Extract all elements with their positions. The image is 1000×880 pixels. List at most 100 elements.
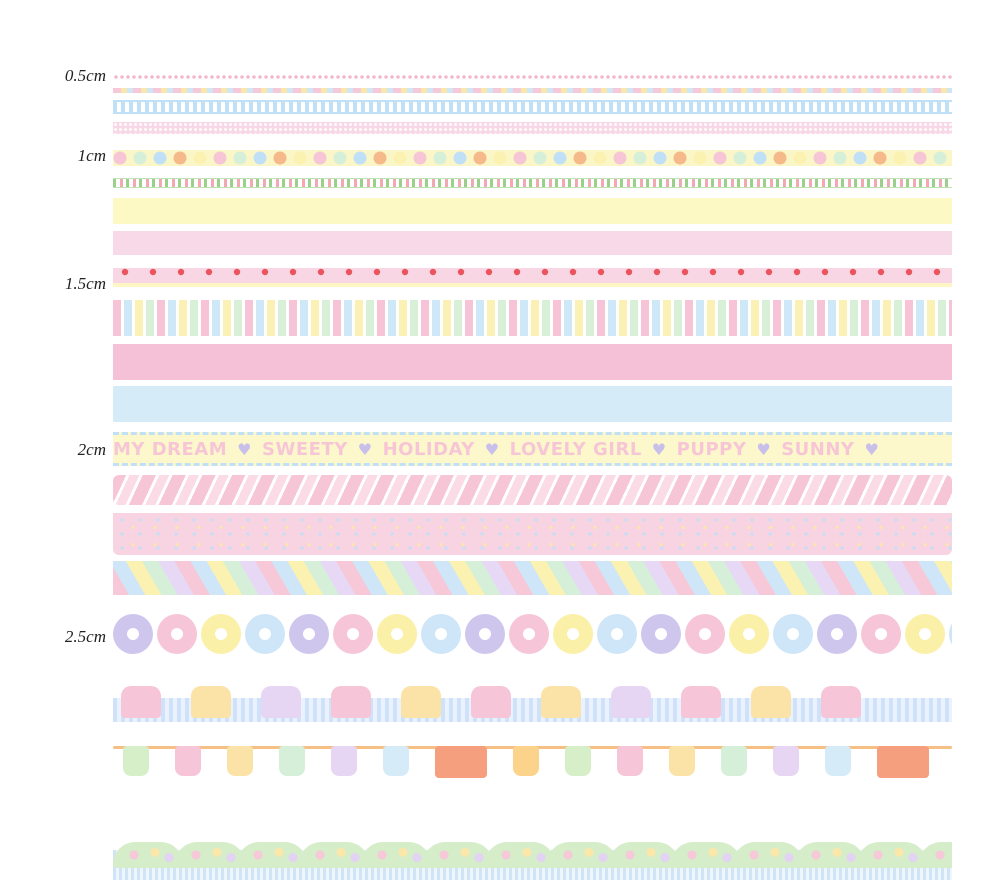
circle-dot bbox=[413, 151, 427, 165]
circle-dot bbox=[633, 151, 647, 165]
circle-dot bbox=[733, 151, 747, 165]
circle-dot bbox=[153, 151, 167, 165]
cherries-pattern bbox=[121, 268, 941, 276]
clothing-icon bbox=[383, 746, 409, 776]
tape-solid-pink bbox=[113, 231, 952, 255]
cake-icon bbox=[611, 686, 651, 718]
cherry-icon bbox=[401, 268, 409, 276]
cherry-icon bbox=[345, 268, 353, 276]
cake-icon bbox=[401, 686, 441, 718]
circle-dot bbox=[693, 151, 707, 165]
cherry-icon bbox=[569, 268, 577, 276]
tape-blue-fence bbox=[113, 100, 952, 114]
circle-dot bbox=[673, 151, 687, 165]
heart-icon: ♥ bbox=[357, 439, 373, 459]
circle-dot bbox=[753, 151, 767, 165]
cherry-icon bbox=[653, 268, 661, 276]
flower-bush-icon bbox=[919, 842, 952, 868]
flower-icon bbox=[157, 614, 197, 654]
flower-icon bbox=[509, 614, 549, 654]
clothing-icon bbox=[565, 746, 591, 776]
flower-bush-icon bbox=[733, 842, 803, 868]
circle-dot bbox=[453, 151, 467, 165]
cherry-icon bbox=[541, 268, 549, 276]
circle-dot bbox=[473, 151, 487, 165]
flower-icon bbox=[729, 614, 769, 654]
cherry-icon bbox=[205, 268, 213, 276]
circle-dot bbox=[433, 151, 447, 165]
flower-icon bbox=[465, 614, 505, 654]
cherry-icon bbox=[373, 268, 381, 276]
flower-bush-icon bbox=[299, 842, 369, 868]
circle-dot bbox=[213, 151, 227, 165]
heart-icon: ♥ bbox=[651, 439, 667, 459]
tape-floral-vine bbox=[113, 178, 952, 188]
flower-bush-icon bbox=[361, 842, 431, 868]
circle-dot bbox=[833, 151, 847, 165]
flower-icon bbox=[245, 614, 285, 654]
circle-dot bbox=[173, 151, 187, 165]
cherry-icon bbox=[821, 268, 829, 276]
laundry-items bbox=[123, 746, 952, 778]
flower-bush-icon bbox=[609, 842, 679, 868]
heart-icon: ♥ bbox=[484, 439, 500, 459]
circle-dot bbox=[933, 151, 947, 165]
cherry-icon bbox=[513, 268, 521, 276]
flower-bush-icon bbox=[113, 842, 183, 868]
circle-dot bbox=[913, 151, 927, 165]
flower-icon bbox=[905, 614, 945, 654]
tape-laundry-line bbox=[113, 740, 952, 784]
tape-flower-garden bbox=[113, 838, 952, 880]
cake-icon bbox=[121, 686, 161, 718]
circle-dot bbox=[513, 151, 527, 165]
cake-icon bbox=[471, 686, 511, 718]
circle-dot bbox=[373, 151, 387, 165]
size-label-1cm: 1cm bbox=[77, 146, 106, 165]
cherry-icon bbox=[849, 268, 857, 276]
clothing-icon bbox=[773, 746, 799, 776]
flower-icon bbox=[333, 614, 373, 654]
word-my-dream: MY DREAM bbox=[113, 438, 228, 460]
cherry-icon bbox=[597, 268, 605, 276]
circle-dot bbox=[893, 151, 907, 165]
tape-pastel-vertical-stripes bbox=[113, 300, 952, 336]
flower-icon bbox=[113, 614, 153, 654]
circle-dot bbox=[793, 151, 807, 165]
clothing-icon bbox=[279, 746, 305, 776]
circle-dot bbox=[273, 151, 287, 165]
circle-dot bbox=[333, 151, 347, 165]
clothing-icon bbox=[617, 746, 643, 776]
flower-bush-icon bbox=[857, 842, 927, 868]
circle-dot bbox=[353, 151, 367, 165]
tape-pink-twist bbox=[113, 475, 952, 505]
clothing-icon bbox=[175, 746, 201, 776]
cherry-icon bbox=[261, 268, 269, 276]
tape-pink-dot-line bbox=[113, 74, 952, 80]
cherry-icon bbox=[233, 268, 241, 276]
word-sunny: SUNNY bbox=[781, 438, 855, 460]
clothing-icon bbox=[669, 746, 695, 776]
heart-icon: ♥ bbox=[237, 439, 252, 459]
flower-bush-icon bbox=[547, 842, 617, 868]
clothing-icon bbox=[721, 746, 747, 776]
heart-icon: ♥ bbox=[864, 439, 880, 459]
clothing-icon bbox=[331, 746, 357, 776]
cherry-icon bbox=[765, 268, 773, 276]
cherry-icon bbox=[933, 268, 941, 276]
circle-dot bbox=[653, 151, 667, 165]
word-lovely-girl: LOVELY GIRL bbox=[509, 438, 642, 460]
cherry-icon bbox=[149, 268, 157, 276]
flower-icon bbox=[641, 614, 681, 654]
heart-icon: ♥ bbox=[756, 439, 772, 459]
circle-dot bbox=[313, 151, 327, 165]
size-label-2cm: 2cm bbox=[77, 440, 106, 459]
circle-dot bbox=[593, 151, 607, 165]
circles-pattern bbox=[113, 151, 947, 165]
cake-icon bbox=[821, 686, 861, 718]
cherry-icon bbox=[793, 268, 801, 276]
flower-icon bbox=[377, 614, 417, 654]
cake-icon bbox=[191, 686, 231, 718]
cherry-icon bbox=[681, 268, 689, 276]
clothing-icon bbox=[513, 746, 539, 776]
circle-dot bbox=[613, 151, 627, 165]
